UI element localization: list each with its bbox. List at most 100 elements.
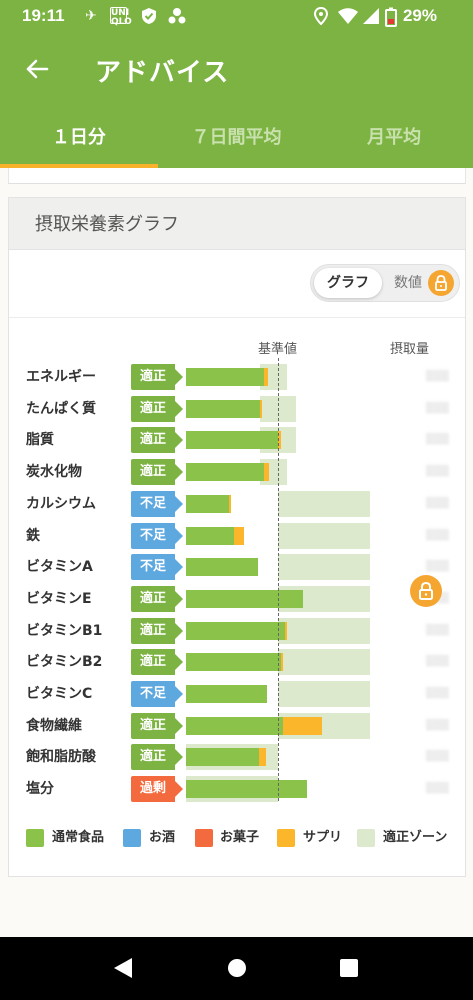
intake-amount-hidden: ▒▒▒ bbox=[425, 434, 449, 446]
nutrient-label: ビタミンE bbox=[26, 590, 92, 607]
nutrient-label: ビタミンC bbox=[26, 686, 93, 702]
status-badge: 適正 bbox=[131, 649, 183, 676]
intake-amount-hidden: ▒▒▒ bbox=[425, 783, 449, 795]
graph-toggle-option[interactable]: グラフ bbox=[314, 268, 382, 298]
supplement-bar bbox=[259, 399, 263, 418]
reference-line bbox=[278, 358, 279, 801]
intake-header: 摂取量 bbox=[390, 342, 430, 357]
nutrient-label: 食物繊維 bbox=[26, 717, 82, 734]
nutrient-bar-chart: エネルギー 適正 ▒▒▒ たんぱく質 適正 ▒▒▒ 脂質 適正 ▒▒▒ 炭水化物 適正 ▒▒▒ カルシウ… bbox=[9, 198, 465, 876]
uniqlo-icon: UNI QLO bbox=[110, 7, 132, 27]
wifi-icon bbox=[337, 7, 359, 25]
normal-food-bar bbox=[186, 368, 265, 386]
graph-value-toggle[interactable]: グラフ 数値 bbox=[310, 264, 460, 302]
card-title: 摂取栄養素グラフ bbox=[35, 214, 179, 235]
legend-swatch-proper-zone bbox=[357, 829, 375, 847]
intake-amount-hidden: ▒▒▒ bbox=[425, 371, 449, 382]
legend-label: お酒 bbox=[149, 830, 176, 845]
bird-icon: ✈ bbox=[85, 8, 97, 24]
nutrient-label: 飽和脂肪酸 bbox=[26, 749, 96, 766]
supplement-bar bbox=[282, 716, 323, 735]
legend-label: 通常食品 bbox=[52, 830, 105, 845]
supplement-bar bbox=[258, 748, 267, 767]
intake-amount-hidden: ▒▒▒ bbox=[425, 751, 449, 763]
status-badge: 適正 bbox=[131, 395, 183, 422]
proper-zone bbox=[278, 649, 370, 676]
nutrient-label: ビタミンB1 bbox=[26, 622, 103, 639]
battery-icon bbox=[385, 7, 397, 27]
normal-food-bar bbox=[186, 526, 234, 545]
battery-percent: 29% bbox=[402, 6, 437, 25]
location-icon bbox=[312, 6, 330, 26]
status-badge: 不足 bbox=[131, 554, 183, 581]
app-icon bbox=[168, 7, 186, 25]
proper-zone bbox=[259, 395, 297, 422]
supplement-bar bbox=[264, 368, 268, 386]
status-badge: 不足 bbox=[131, 681, 183, 707]
status-badge: 適正 bbox=[131, 585, 183, 612]
nutrient-label: エネルギー bbox=[26, 369, 96, 385]
normal-food-bar bbox=[186, 399, 260, 418]
normal-food-bar bbox=[186, 463, 265, 482]
nav-home-icon[interactable] bbox=[228, 959, 246, 977]
status-badge: 不足 bbox=[131, 522, 183, 549]
tab-bar: １日分 ７日間平均 月平均 bbox=[0, 120, 473, 168]
lock-icon[interactable] bbox=[410, 575, 442, 607]
intake-amount-hidden: ▒▒▒ bbox=[425, 402, 449, 414]
normal-food-bar bbox=[186, 494, 230, 513]
normal-food-bar bbox=[186, 431, 278, 450]
nutrient-label: 鉄 bbox=[26, 527, 40, 544]
legend-swatch-sweets bbox=[195, 829, 213, 847]
status-badge: 適正 bbox=[131, 364, 183, 390]
tab-seven-day-average[interactable]: ７日間平均 bbox=[191, 127, 282, 148]
intake-amount-hidden: ▒▒▒ bbox=[425, 656, 449, 668]
supplement-bar bbox=[278, 431, 281, 450]
nutrient-label: たんぱく質 bbox=[26, 400, 96, 417]
value-toggle-option[interactable]: 数値 bbox=[394, 275, 422, 291]
intake-amount-hidden: ▒▒▒ bbox=[425, 529, 449, 541]
legend-swatch-alcohol bbox=[123, 829, 141, 847]
nutrient-label: 塩分 bbox=[26, 781, 54, 798]
previous-card-edge bbox=[8, 168, 466, 184]
tab-one-day[interactable]: １日分 bbox=[0, 120, 158, 168]
supplement-bar bbox=[233, 526, 244, 545]
status-badge: 過剰 bbox=[131, 776, 183, 803]
status-time: 19:11 bbox=[22, 6, 65, 25]
supplement-bar bbox=[229, 494, 232, 513]
status-badge: 適正 bbox=[131, 712, 183, 739]
proper-zone bbox=[278, 681, 370, 707]
nav-back-icon[interactable] bbox=[114, 958, 132, 978]
intake-amount-hidden: ▒▒▒ bbox=[425, 688, 449, 699]
card-header: 摂取栄養素グラフ bbox=[9, 198, 465, 250]
normal-food-bar bbox=[186, 558, 258, 577]
proper-zone bbox=[278, 490, 370, 517]
supplement-bar bbox=[280, 653, 283, 672]
status-badge: 不足 bbox=[131, 490, 183, 517]
reference-value-header: 基準値 bbox=[258, 342, 298, 357]
intake-amount-hidden: ▒▒▒ bbox=[425, 624, 449, 636]
status-badge: 適正 bbox=[131, 617, 183, 644]
proper-zone bbox=[278, 522, 370, 549]
normal-food-bar bbox=[186, 685, 267, 703]
nutrient-label: カルシウム bbox=[26, 495, 96, 512]
normal-food-bar bbox=[186, 621, 286, 640]
back-arrow-icon[interactable] bbox=[22, 54, 52, 84]
nutrient-label: 炭水化物 bbox=[26, 464, 82, 481]
legend-label: お菓子 bbox=[220, 830, 260, 845]
normal-food-bar bbox=[186, 653, 281, 672]
status-badge: 適正 bbox=[131, 459, 183, 486]
app-bar: アドバイス １日分 ７日間平均 月平均 bbox=[0, 32, 473, 168]
nutrient-label: ビタミンA bbox=[26, 559, 93, 576]
nav-recents-icon[interactable] bbox=[340, 959, 358, 977]
normal-food-bar bbox=[186, 748, 259, 767]
status-bar: 19:11 ✈ UNI QLO 29% bbox=[0, 0, 473, 32]
tab-monthly-average[interactable]: 月平均 bbox=[367, 127, 422, 148]
legend-label: 適正ゾーン bbox=[383, 830, 448, 845]
supplement-bar bbox=[285, 621, 288, 640]
signal-icon bbox=[362, 7, 380, 25]
chart-legend: 通常食品 お酒 お菓子 サプリ 適正ゾーン bbox=[9, 822, 465, 852]
proper-zone bbox=[278, 554, 370, 581]
nutrient-graph-card: 摂取栄養素グラフ グラフ 数値 基準値 摂取量 エネルギー 適正 ▒▒▒ たんぱく質適… bbox=[8, 197, 466, 877]
divider bbox=[9, 317, 465, 318]
page-title: アドバイス bbox=[95, 58, 230, 88]
